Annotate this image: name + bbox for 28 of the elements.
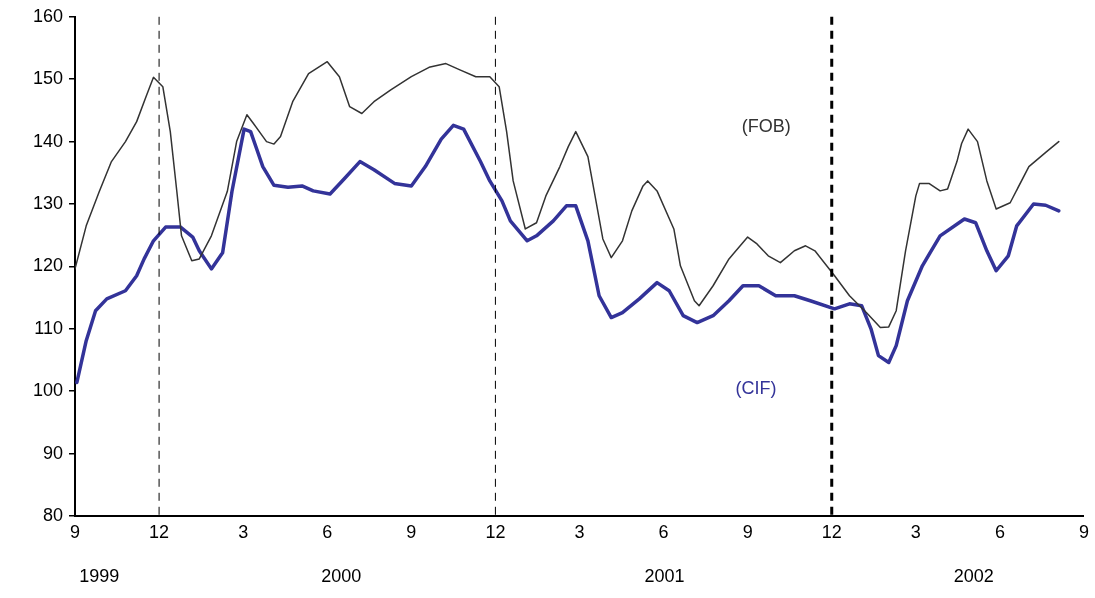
y-tick-label: 100 [32, 380, 63, 401]
x-tick-label: 12 [149, 521, 170, 542]
x-tick-label: 6 [658, 521, 669, 542]
x2-tick-label: 2000 [321, 565, 362, 586]
y-tick-label: 90 [42, 442, 63, 463]
x2-tick-label: 1999 [79, 565, 120, 586]
x-tick-label: 3 [238, 521, 249, 542]
x-tick-label: 3 [910, 521, 921, 542]
x2-tick-label: 2001 [644, 565, 685, 586]
x-tick-label: 9 [1078, 521, 1089, 542]
y-tick-label: 80 [42, 504, 63, 525]
text: (FOB) [741, 115, 791, 136]
y-tick-label: 140 [32, 130, 63, 151]
y-tick-label: 120 [32, 255, 63, 276]
text: (CIF) [735, 377, 777, 398]
x-tick-label: 6 [994, 521, 1005, 542]
y-tick-label: 150 [32, 68, 63, 89]
x-tick-label: 6 [322, 521, 333, 542]
x-tick-label: 12 [821, 521, 842, 542]
y-tick-label: 110 [34, 317, 63, 338]
x-tick-label: 12 [485, 521, 506, 542]
x-tick-label: 9 [742, 521, 753, 542]
x-tick-label: 9 [69, 521, 81, 542]
x-tick-label: 9 [406, 521, 417, 542]
x2-tick-label: 2002 [953, 565, 994, 586]
y-tick-label: 130 [32, 192, 63, 213]
y-tick-label: 160 [32, 5, 63, 26]
x-tick-label: 3 [574, 521, 585, 542]
